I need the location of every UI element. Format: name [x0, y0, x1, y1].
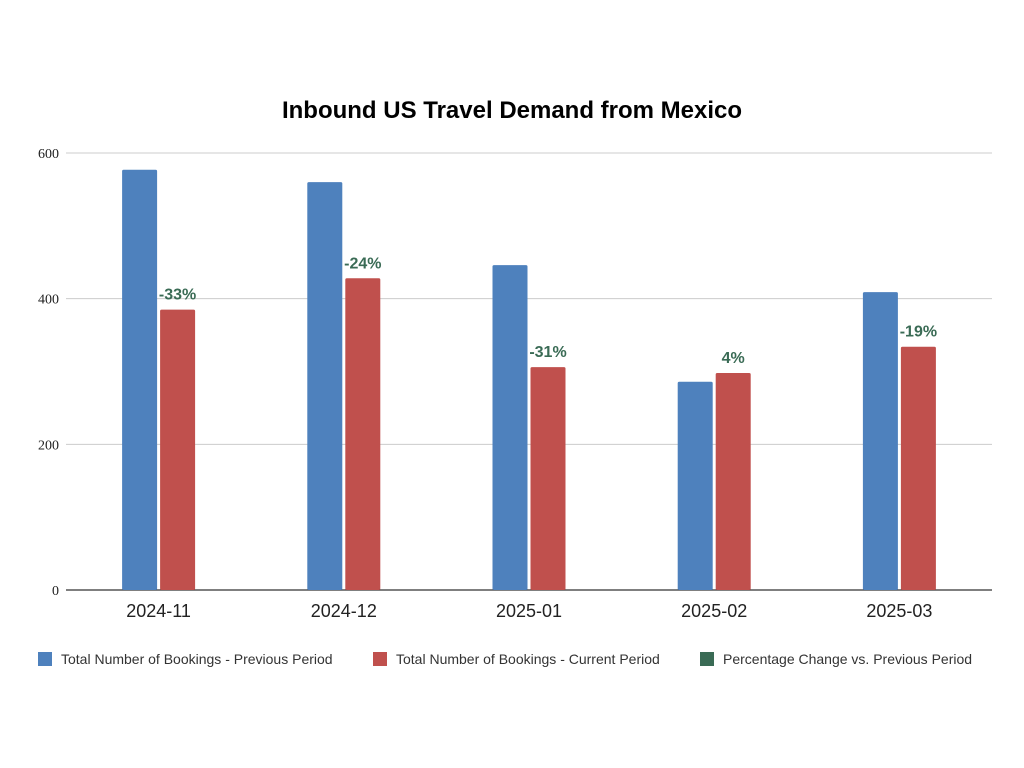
y-tick-label: 600	[38, 147, 59, 162]
bar-current-period	[900, 346, 936, 590]
x-tick-label: 2025-01	[496, 601, 562, 621]
x-axis-ticks: 2024-11 2024-12 2025-01 2025-02 2025-03	[126, 601, 932, 621]
y-tick-label: 0	[52, 584, 59, 599]
data-label-percentage-change: -19%	[900, 324, 937, 341]
y-tick-label: 200	[38, 438, 59, 453]
legend-label: Total Number of Bookings - Previous Peri…	[61, 651, 333, 667]
chart-title: Inbound US Travel Demand from Mexico	[282, 97, 742, 124]
bar-previous-period	[492, 265, 528, 590]
bar-current-period	[345, 278, 381, 590]
legend-label: Total Number of Bookings - Current Perio…	[396, 651, 660, 667]
legend-swatch	[38, 652, 52, 666]
legend: Total Number of Bookings - Previous Peri…	[38, 651, 972, 667]
legend-label: Percentage Change vs. Previous Period	[723, 651, 972, 667]
bar-previous-period	[677, 381, 713, 590]
bar-previous-period	[307, 182, 343, 590]
bars	[122, 169, 936, 591]
x-tick-label: 2025-03	[866, 601, 932, 621]
data-label-percentage-change: -24%	[344, 255, 381, 272]
grid: 0 200 400 600	[38, 147, 992, 599]
data-label-percentage-change: -31%	[529, 344, 566, 361]
x-tick-label: 2025-02	[681, 601, 747, 621]
legend-swatch	[373, 652, 387, 666]
bar-current-period	[715, 372, 751, 590]
x-tick-label: 2024-12	[311, 601, 377, 621]
bar-current-period	[530, 367, 566, 590]
data-label-percentage-change: 4%	[722, 350, 745, 367]
bar-current-period	[160, 309, 196, 590]
legend-swatch	[700, 652, 714, 666]
x-tick-label: 2024-11	[126, 601, 191, 621]
data-labels: -33% -24% -31% 4% -19%	[159, 255, 937, 367]
y-tick-label: 400	[38, 293, 59, 308]
bar-previous-period	[122, 169, 158, 591]
data-label-percentage-change: -33%	[159, 287, 196, 304]
bar-previous-period	[862, 292, 898, 590]
